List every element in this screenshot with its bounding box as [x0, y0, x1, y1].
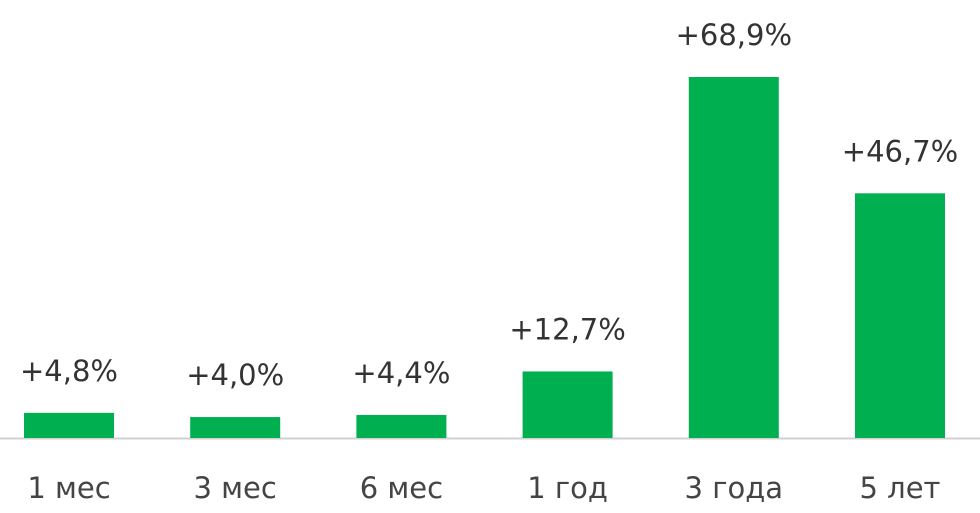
category-label: 6 мес [360, 471, 443, 505]
category-label: 3 года [685, 471, 783, 505]
bar [688, 77, 779, 438]
value-label: +68,9% [676, 18, 792, 52]
bar [356, 414, 447, 438]
bar [190, 417, 281, 438]
bar [24, 412, 114, 438]
bar [522, 371, 613, 438]
category-label: 3 мес [194, 471, 277, 505]
value-label: +46,7% [842, 134, 958, 168]
value-label: +4,4% [352, 356, 450, 390]
category-label: 5 лет [860, 471, 941, 505]
category-label: 1 мес [27, 471, 110, 505]
value-label: +4,8% [20, 354, 118, 388]
value-label: +12,7% [509, 312, 625, 346]
value-label: +4,0% [186, 358, 284, 392]
category-label: 1 год [527, 471, 608, 505]
bar [855, 193, 945, 438]
